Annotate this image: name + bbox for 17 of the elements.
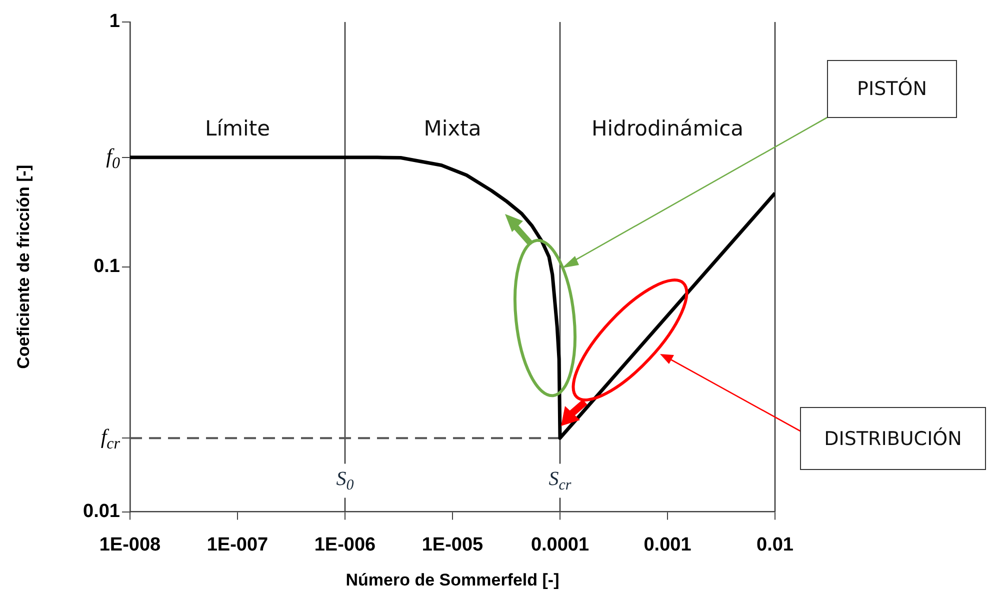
annotation: Mixta (424, 116, 482, 140)
x-tick-label: 0.01 (756, 534, 794, 556)
x-axis-title: Número de Sommerfeld [-] (346, 570, 560, 590)
x-tick-label: 1E-005 (422, 534, 484, 556)
text: DISTRIBUCIÓN (800, 407, 986, 470)
y-tick-label: 1 (109, 11, 120, 32)
annotation: Límite (205, 116, 270, 140)
x-tick-label: 1E-006 (314, 534, 376, 556)
y-tick-label: 0.01 (83, 501, 120, 522)
x-tick-label: 1E-007 (206, 534, 268, 556)
x-tick-label: 1E-008 (99, 534, 161, 556)
x-tick-label: 0.0001 (530, 534, 590, 556)
y-axis-title: Coeficiente de fricción [-] (14, 164, 33, 369)
text: PISTÓN (827, 60, 957, 118)
y-tick-label: 0.1 (94, 256, 120, 278)
x-tick-label: 0.001 (644, 534, 692, 556)
annotation: Hidrodinámica (591, 116, 744, 140)
